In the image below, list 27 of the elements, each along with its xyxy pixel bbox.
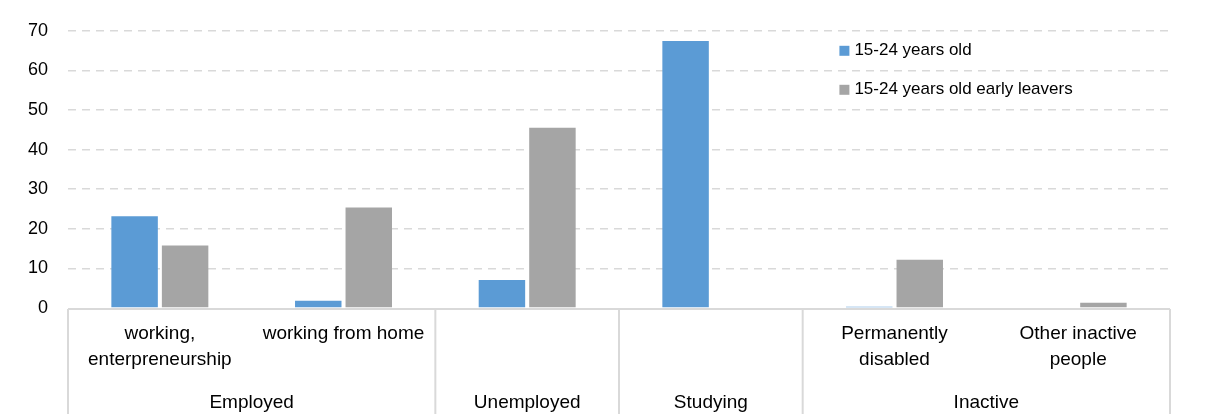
bar (896, 259, 943, 308)
text: Employed (209, 390, 294, 412)
bar (1080, 302, 1127, 308)
bar (529, 127, 576, 308)
y-tick-label: 10 (27, 257, 49, 278)
bar (111, 216, 158, 308)
bar (161, 245, 209, 308)
x-tick-label: Permanently disabled (841, 321, 949, 369)
y-tick-label: 30 (27, 178, 49, 199)
x-tick-label: working, enterpreneurship (88, 321, 232, 369)
bar (478, 279, 526, 308)
text: Unemployed (473, 390, 581, 412)
x-tick-label: Other inactive people (1019, 321, 1137, 369)
bar (662, 41, 709, 308)
y-tick-label: 50 (27, 98, 49, 119)
text: Studying (673, 390, 748, 412)
y-tick-label: 0 (38, 296, 49, 317)
legend-label: 15-24 years old (854, 40, 972, 60)
text: Inactive (953, 390, 1020, 412)
legend-label: 15-24 years old early leavers (854, 79, 1073, 99)
x-tick-label: working from home (261, 321, 425, 343)
y-tick-label: 20 (27, 217, 49, 238)
y-tick-label: 70 (27, 19, 49, 40)
bar (295, 300, 342, 308)
bar (345, 207, 392, 308)
y-tick-label: 40 (27, 138, 49, 159)
y-tick-label: 60 (27, 59, 49, 80)
